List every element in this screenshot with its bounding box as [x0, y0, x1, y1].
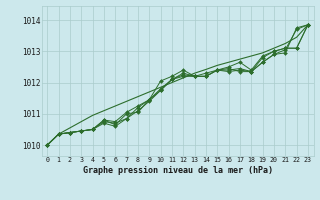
X-axis label: Graphe pression niveau de la mer (hPa): Graphe pression niveau de la mer (hPa) — [83, 166, 273, 175]
